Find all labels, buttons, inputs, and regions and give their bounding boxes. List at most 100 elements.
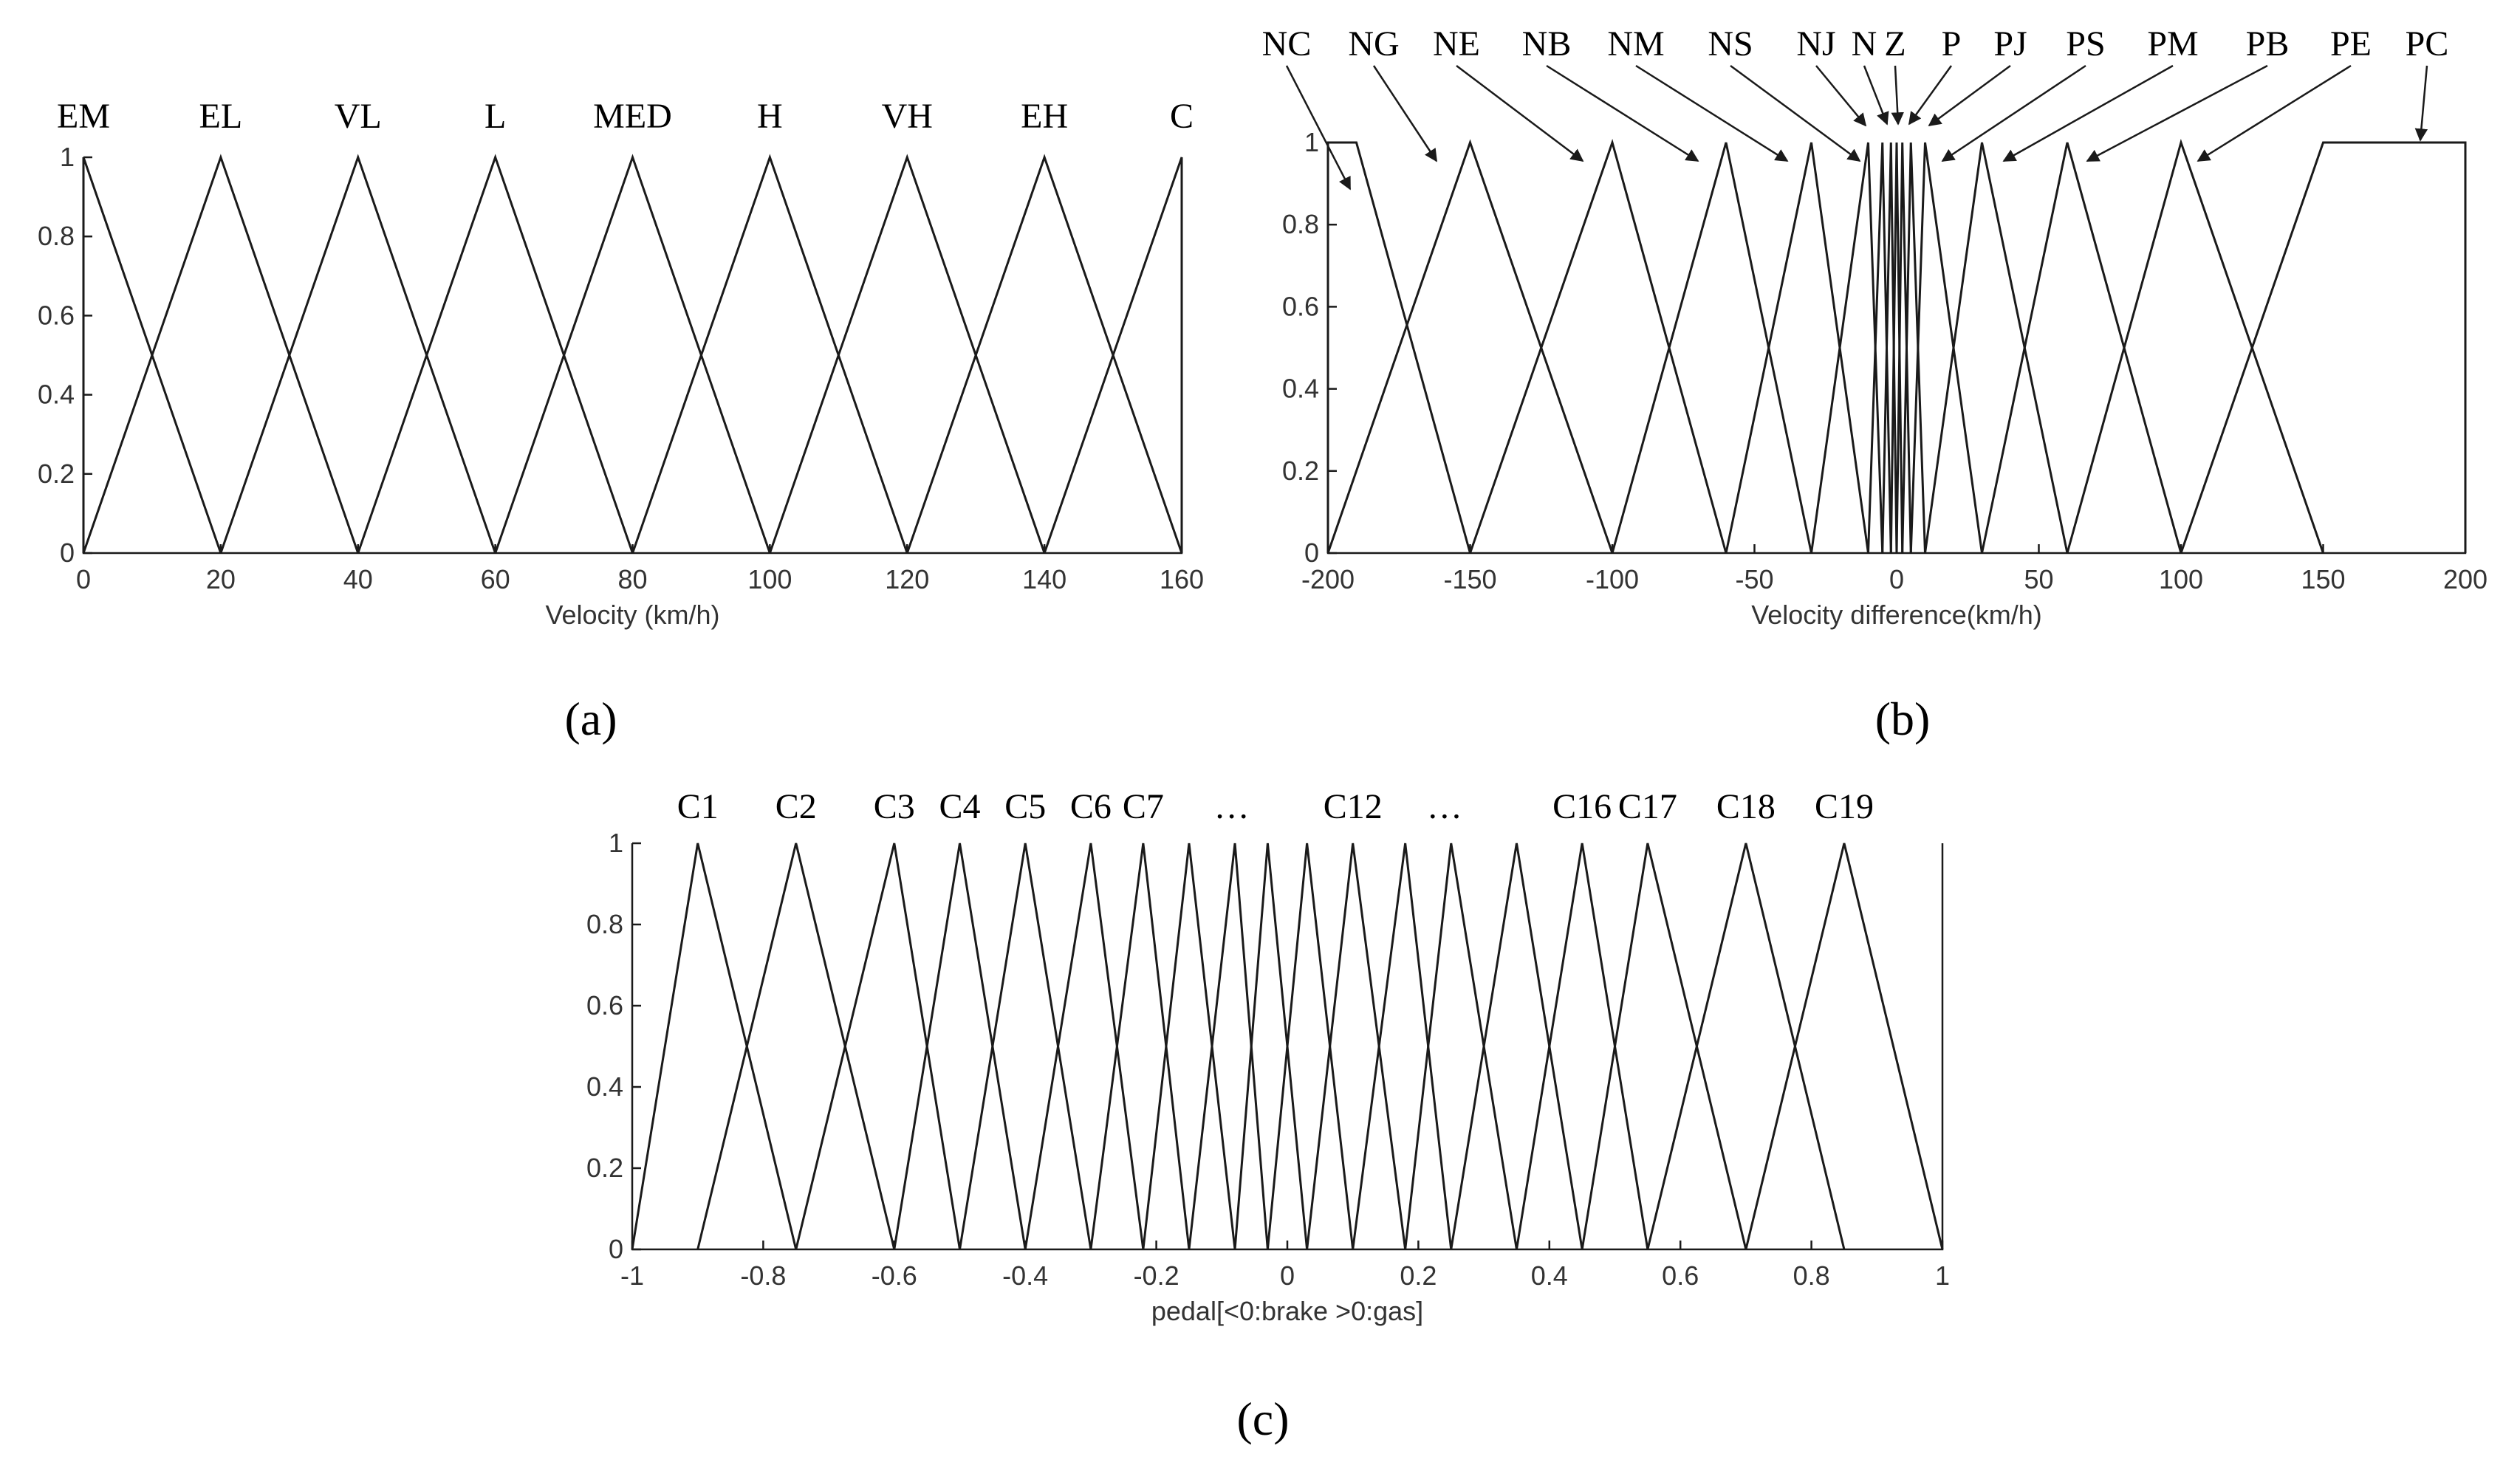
y-tick-label: 0.4: [1282, 374, 1319, 404]
pointer-arrow-pc: [2414, 65, 2428, 142]
mf-c3: [795, 843, 961, 1250]
mf-nm: [1725, 142, 1869, 554]
mf-c15: [1450, 843, 1583, 1250]
y-tick-label: 1: [60, 142, 75, 172]
mf-label-vh: VH: [882, 97, 933, 136]
x-axis-title: pedal[<0:brake >0:gas]: [1151, 1296, 1423, 1326]
pointer-arrow-pb: [2086, 64, 2268, 162]
mf-c6: [1024, 843, 1145, 1250]
mf-c2: [696, 843, 896, 1250]
x-tick-label: -100: [1586, 564, 1639, 594]
mf-p: [1895, 142, 1912, 554]
x-tick-label: -200: [1301, 564, 1355, 594]
x-tick-label: 20: [206, 564, 236, 594]
x-tick-label: 60: [481, 564, 510, 594]
mf-c8: [1142, 843, 1236, 1250]
mf-label: C19: [1815, 787, 1874, 826]
mf-pc: [2180, 141, 2467, 554]
mf-label-pb: PB: [2246, 24, 2290, 64]
mf-label-c: C: [1170, 97, 1194, 136]
mf-label-pc: PC: [2406, 24, 2449, 64]
pointer-arrow-ns: [1730, 64, 1861, 162]
x-tick-label: -0.2: [1134, 1260, 1179, 1291]
x-tick-label: 100: [747, 564, 792, 594]
mf-n: [1881, 142, 1898, 554]
pointer-arrow-n: [1863, 65, 1889, 126]
mf-pj: [1901, 142, 1926, 554]
x-tick-label: 50: [2024, 564, 2053, 594]
mf-c14: [1404, 843, 1518, 1250]
mf-label-h: H: [757, 97, 783, 136]
y-tick-label: 0.6: [38, 300, 75, 330]
mf-em: [82, 157, 222, 554]
mf-label-nc: NC: [1262, 24, 1312, 64]
mf-eh: [905, 154, 1183, 554]
x-tick-label: 100: [2159, 564, 2203, 594]
y-tick-label: 1: [609, 828, 623, 858]
mf-label-em: EM: [57, 97, 110, 136]
x-tick-label: 80: [617, 564, 647, 594]
mf-h: [631, 154, 908, 554]
mf-vh: [768, 154, 1046, 554]
pointer-arrow-nc: [1285, 65, 1352, 191]
x-tick-label: 40: [343, 564, 373, 594]
mf-label: C16: [1552, 787, 1612, 826]
y-tick-label: 0.8: [586, 909, 623, 939]
x-tick-label: 0.8: [1793, 1260, 1830, 1291]
mf-label: C6: [1070, 787, 1112, 826]
x-tick-label: 0.2: [1400, 1260, 1437, 1291]
x-axis-title: Velocity (km/h): [545, 600, 719, 630]
x-tick-label: -0.8: [740, 1260, 786, 1291]
pointer-arrow-ng: [1372, 65, 1438, 162]
mf-label-p: P: [1942, 24, 1962, 64]
mf-ng: [1326, 139, 1614, 554]
mf-label-el: EL: [199, 97, 243, 136]
y-tick-label: 0.8: [1282, 209, 1319, 239]
panel-c: 0 0.2 0.4 0.6 0.8 1 -1 -0.8 -0.6 -0.4 -0.2 0 0.2 0.4 0…: [586, 787, 1950, 1445]
x-tick-label: 0: [76, 564, 91, 594]
mf-label-ne: NE: [1433, 24, 1480, 64]
mf-label: …: [1427, 787, 1462, 826]
pointer-arrow-pm: [2002, 64, 2174, 162]
mf-c13: [1352, 843, 1453, 1250]
mf-l: [357, 154, 634, 554]
mf-pe: [2066, 138, 2324, 554]
x-tick-label: 0: [1889, 564, 1904, 594]
mf-c16: [1515, 843, 1649, 1250]
x-axis-title: Velocity difference(km/h): [1751, 600, 2042, 630]
pointer-arrow-nm: [1635, 64, 1789, 162]
y-tick-label: 0.4: [38, 380, 75, 410]
mf-c7: [1089, 843, 1191, 1250]
x-tick-label: -0.4: [1002, 1260, 1048, 1291]
axes-frame: [82, 157, 1183, 555]
mf-el: [82, 154, 360, 554]
mf-c19: [1745, 843, 1944, 1250]
mf-label: C3: [874, 787, 915, 826]
mf-ne: [1469, 138, 1728, 554]
mf-label: C18: [1716, 787, 1776, 826]
x-tick-label: -50: [1735, 564, 1773, 594]
x-tick-label: 0.4: [1531, 1260, 1568, 1291]
y-tick-label: 0: [60, 538, 75, 568]
pointer-arrow-ne: [1456, 65, 1584, 162]
x-tick-label: 120: [885, 564, 929, 594]
mf-c4: [893, 843, 1027, 1250]
mf-c17: [1581, 843, 1747, 1250]
mf-label-ng: NG: [1348, 24, 1399, 64]
x-tick-label: -150: [1443, 564, 1496, 594]
mf-nj: [1867, 142, 1892, 554]
mf-label: C12: [1324, 787, 1383, 826]
panel-a: 0 0.2 0.4 0.6 0.8 1 0 20 40 60 80 100 120 140 160 Veloc…: [38, 97, 1204, 745]
mf-label-z: Z: [1884, 24, 1906, 64]
x-tick-label: -0.6: [872, 1260, 917, 1291]
panel-caption: (c): [1236, 1393, 1289, 1445]
mf-label: C2: [775, 787, 817, 826]
mf-c12: [1306, 843, 1407, 1250]
mf-c5: [959, 843, 1092, 1250]
y-tick-label: 0: [1304, 538, 1319, 568]
x-tick-label: 0.6: [1662, 1260, 1699, 1291]
pointer-arrow-pj: [1928, 64, 2011, 127]
mf-label: …: [1214, 787, 1250, 826]
mf-c11: [1266, 843, 1355, 1250]
y-tick-label: 0.6: [1282, 291, 1319, 321]
